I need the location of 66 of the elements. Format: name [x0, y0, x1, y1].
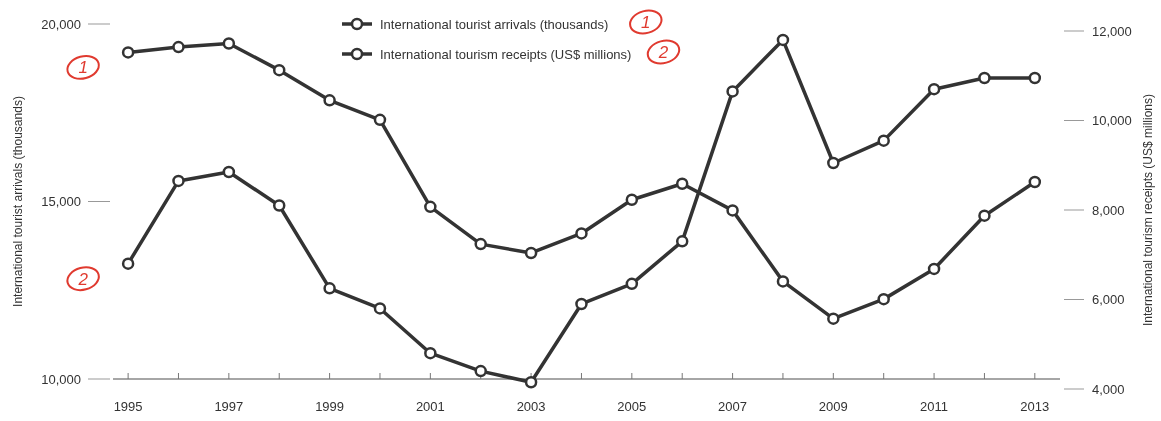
point — [172, 174, 185, 188]
x-tick-label: 1999 — [315, 399, 345, 414]
legend-label: International tourist arrivals (thousands) — [380, 16, 609, 32]
point — [222, 165, 236, 179]
point — [474, 237, 487, 251]
x-tick-label: 2013 — [1020, 399, 1050, 414]
point — [272, 199, 286, 212]
point — [1028, 71, 1042, 85]
y2-tick-label: 8,000 — [1092, 202, 1125, 218]
point — [675, 177, 689, 190]
circled-note: 2 — [66, 266, 100, 292]
y2-tick-label: 6,000 — [1092, 292, 1125, 307]
point — [524, 376, 538, 389]
circled-note: 2 — [646, 39, 681, 65]
point — [121, 257, 135, 270]
point — [726, 204, 739, 217]
y-tick-label: 20,000 — [41, 16, 81, 32]
y2-axis-title: International tourism receipts (US$ millions) — [1141, 93, 1155, 327]
point — [625, 277, 639, 291]
point — [978, 209, 991, 222]
point — [172, 40, 185, 54]
point — [121, 46, 135, 59]
y2-tick-label: 4,000 — [1092, 381, 1125, 397]
point — [927, 262, 941, 276]
y-tick-label: 10,000 — [41, 371, 81, 387]
point — [776, 275, 790, 288]
x-tick-label: 2007 — [718, 399, 748, 414]
circled-note: 1 — [629, 9, 663, 35]
point — [978, 71, 991, 85]
point — [877, 292, 890, 306]
legend-label: International tourism receipts (US$ millions) — [380, 46, 632, 62]
point — [272, 63, 286, 77]
point — [524, 246, 538, 260]
point — [927, 82, 941, 96]
point — [776, 33, 790, 47]
point — [1028, 175, 1042, 189]
point — [424, 200, 437, 214]
circled-note: 1 — [66, 55, 100, 80]
y-axis-title: International tourist arrivals (thousands) — [11, 96, 25, 307]
point — [323, 94, 336, 107]
point — [827, 312, 840, 325]
point — [827, 156, 840, 170]
x-tick-label: 2003 — [516, 399, 546, 414]
y2-tick-label: 12,000 — [1092, 23, 1132, 39]
point — [222, 37, 236, 50]
x-tick-label: 1995 — [113, 399, 143, 414]
x-tick-label: 2009 — [818, 399, 848, 414]
x-tick-label: 2011 — [920, 399, 949, 414]
point — [625, 193, 639, 206]
point — [373, 113, 387, 127]
annotation: 1 — [641, 13, 651, 32]
y-tick-label: 15,000 — [41, 194, 81, 209]
point — [575, 297, 588, 311]
point — [675, 235, 689, 248]
y2-tick-label: 10,000 — [1092, 113, 1132, 128]
annotation: 2 — [657, 43, 669, 62]
point — [424, 346, 437, 360]
point — [726, 85, 739, 98]
x-tick-label: 2001 — [415, 399, 445, 414]
x-tick-label: 1997 — [214, 399, 244, 414]
point — [474, 364, 487, 378]
point — [373, 302, 387, 315]
point — [877, 134, 890, 147]
point — [575, 227, 588, 240]
point — [323, 282, 336, 295]
x-tick-label: 2005 — [617, 399, 647, 414]
